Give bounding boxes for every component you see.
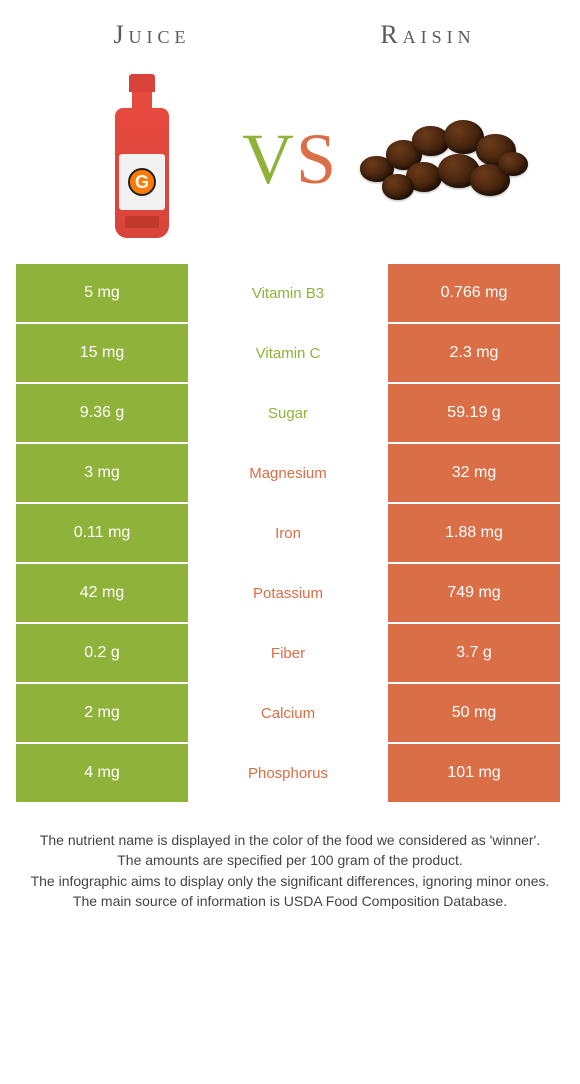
right-title: Raisin bbox=[290, 20, 566, 50]
left-value: 3 mg bbox=[16, 444, 188, 502]
nutrient-label: Potassium bbox=[190, 564, 386, 622]
right-value: 0.766 mg bbox=[388, 264, 560, 322]
table-row: 0.2 gFiber3.7 g bbox=[16, 624, 564, 682]
vs-s: S bbox=[296, 119, 338, 199]
table-row: 15 mgVitamin C2.3 mg bbox=[16, 324, 564, 382]
left-value: 9.36 g bbox=[16, 384, 188, 442]
vs-label: VS bbox=[242, 118, 338, 201]
left-value: 0.2 g bbox=[16, 624, 188, 682]
left-value: 42 mg bbox=[16, 564, 188, 622]
right-value: 749 mg bbox=[388, 564, 560, 622]
raisin-piece bbox=[498, 152, 528, 176]
nutrient-label: Vitamin B3 bbox=[190, 264, 386, 322]
header-titles: Juice Raisin bbox=[14, 20, 566, 50]
right-value: 3.7 g bbox=[388, 624, 560, 682]
nutrient-label: Fiber bbox=[190, 624, 386, 682]
bottle-icon: G bbox=[115, 74, 169, 244]
nutrient-label: Vitamin C bbox=[190, 324, 386, 382]
raisin-piece bbox=[382, 174, 414, 200]
right-value: 59.19 g bbox=[388, 384, 560, 442]
image-row: G VS bbox=[14, 74, 566, 264]
table-row: 2 mgCalcium50 mg bbox=[16, 684, 564, 742]
comparison-table: 5 mgVitamin B30.766 mg15 mgVitamin C2.3 … bbox=[14, 264, 566, 802]
table-row: 42 mgPotassium749 mg bbox=[16, 564, 564, 622]
left-value: 4 mg bbox=[16, 744, 188, 802]
vs-v: V bbox=[242, 119, 296, 199]
left-value: 2 mg bbox=[16, 684, 188, 742]
juice-image: G bbox=[42, 74, 242, 244]
right-value: 2.3 mg bbox=[388, 324, 560, 382]
raisin-image bbox=[338, 104, 538, 214]
footer-line: The nutrient name is displayed in the co… bbox=[20, 830, 560, 850]
raisins-icon bbox=[348, 104, 528, 214]
left-value: 0.11 mg bbox=[16, 504, 188, 562]
table-row: 0.11 mgIron1.88 mg bbox=[16, 504, 564, 562]
right-value: 50 mg bbox=[388, 684, 560, 742]
left-value: 5 mg bbox=[16, 264, 188, 322]
right-value: 32 mg bbox=[388, 444, 560, 502]
nutrient-label: Iron bbox=[190, 504, 386, 562]
nutrient-label: Calcium bbox=[190, 684, 386, 742]
table-row: 5 mgVitamin B30.766 mg bbox=[16, 264, 564, 322]
table-row: 4 mgPhosphorus101 mg bbox=[16, 744, 564, 802]
left-value: 15 mg bbox=[16, 324, 188, 382]
right-value: 101 mg bbox=[388, 744, 560, 802]
nutrient-label: Sugar bbox=[190, 384, 386, 442]
footer-line: The main source of information is USDA F… bbox=[20, 891, 560, 911]
left-title: Juice bbox=[14, 20, 290, 50]
right-value: 1.88 mg bbox=[388, 504, 560, 562]
table-row: 9.36 gSugar59.19 g bbox=[16, 384, 564, 442]
nutrient-label: Phosphorus bbox=[190, 744, 386, 802]
footer-line: The infographic aims to display only the… bbox=[20, 871, 560, 891]
table-row: 3 mgMagnesium32 mg bbox=[16, 444, 564, 502]
footer-line: The amounts are specified per 100 gram o… bbox=[20, 850, 560, 870]
nutrient-label: Magnesium bbox=[190, 444, 386, 502]
footer-notes: The nutrient name is displayed in the co… bbox=[14, 804, 566, 911]
